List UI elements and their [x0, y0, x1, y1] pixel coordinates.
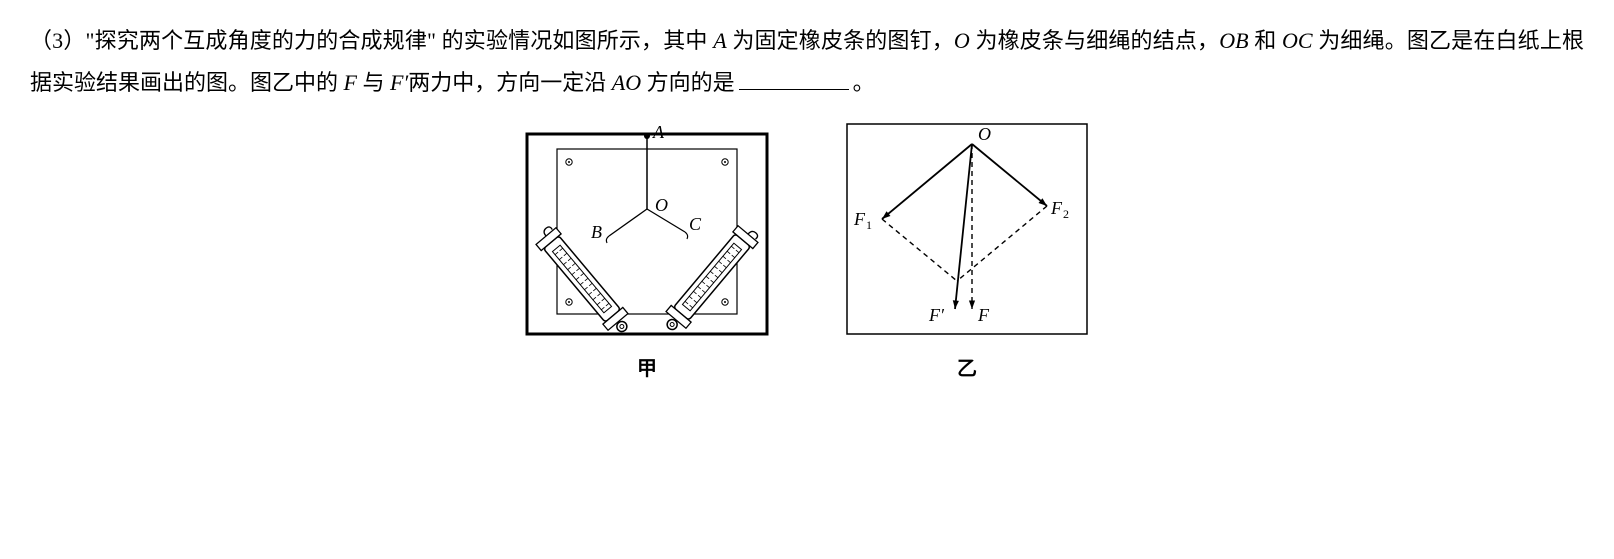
svg-text:O: O — [655, 195, 668, 215]
question-text: （3）"探究两个互成角度的力的合成规律" 的实验情况如图所示，其中 A 为固定橡… — [30, 20, 1584, 104]
svg-text:1: 1 — [866, 218, 872, 232]
figure-jia-svg: A O B C — [517, 114, 777, 344]
var-OB: OB — [1219, 28, 1248, 53]
svg-text:A: A — [652, 122, 665, 142]
svg-text:2: 2 — [1063, 207, 1069, 221]
seg2: 为固定橡皮条的图钉， — [727, 28, 954, 53]
var-AO: AO — [612, 70, 641, 95]
svg-text:F: F — [977, 305, 990, 325]
answer-blank[interactable] — [739, 65, 849, 90]
seg1: "探究两个互成角度的力的合成规律" 的实验情况如图所示，其中 — [85, 28, 713, 53]
var-A: A — [713, 28, 726, 53]
figure-yi-svg: OF1F2FF′ — [837, 114, 1097, 344]
var-Fprime: F′ — [390, 70, 408, 95]
var-F: F — [344, 70, 357, 95]
svg-text:O: O — [978, 124, 991, 144]
figure-yi-label: 乙 — [957, 350, 977, 388]
figures-row: AOBC 甲 OF1F2FF′ 乙 — [30, 114, 1584, 388]
var-OC: OC — [1282, 28, 1313, 53]
seg6: 与 — [357, 70, 390, 95]
part-label: （3） — [30, 28, 85, 53]
svg-text:C: C — [689, 214, 702, 234]
svg-text:F: F — [1050, 198, 1063, 218]
figure-jia-label: 甲 — [637, 350, 657, 388]
seg4: 和 — [1249, 28, 1282, 53]
figure-jia: A O B C 甲 — [517, 114, 777, 388]
seg3: 为橡皮条与细绳的结点， — [970, 28, 1219, 53]
var-O: O — [954, 28, 970, 53]
seg8: 方向的是 — [641, 70, 735, 95]
figure-yi: OF1F2FF′ 乙 — [837, 114, 1097, 388]
seg9: 。 — [853, 70, 875, 95]
svg-text:B: B — [591, 222, 602, 242]
svg-text:F: F — [853, 209, 866, 229]
svg-text:F′: F′ — [928, 305, 945, 325]
seg7: 两力中，方向一定沿 — [408, 70, 612, 95]
